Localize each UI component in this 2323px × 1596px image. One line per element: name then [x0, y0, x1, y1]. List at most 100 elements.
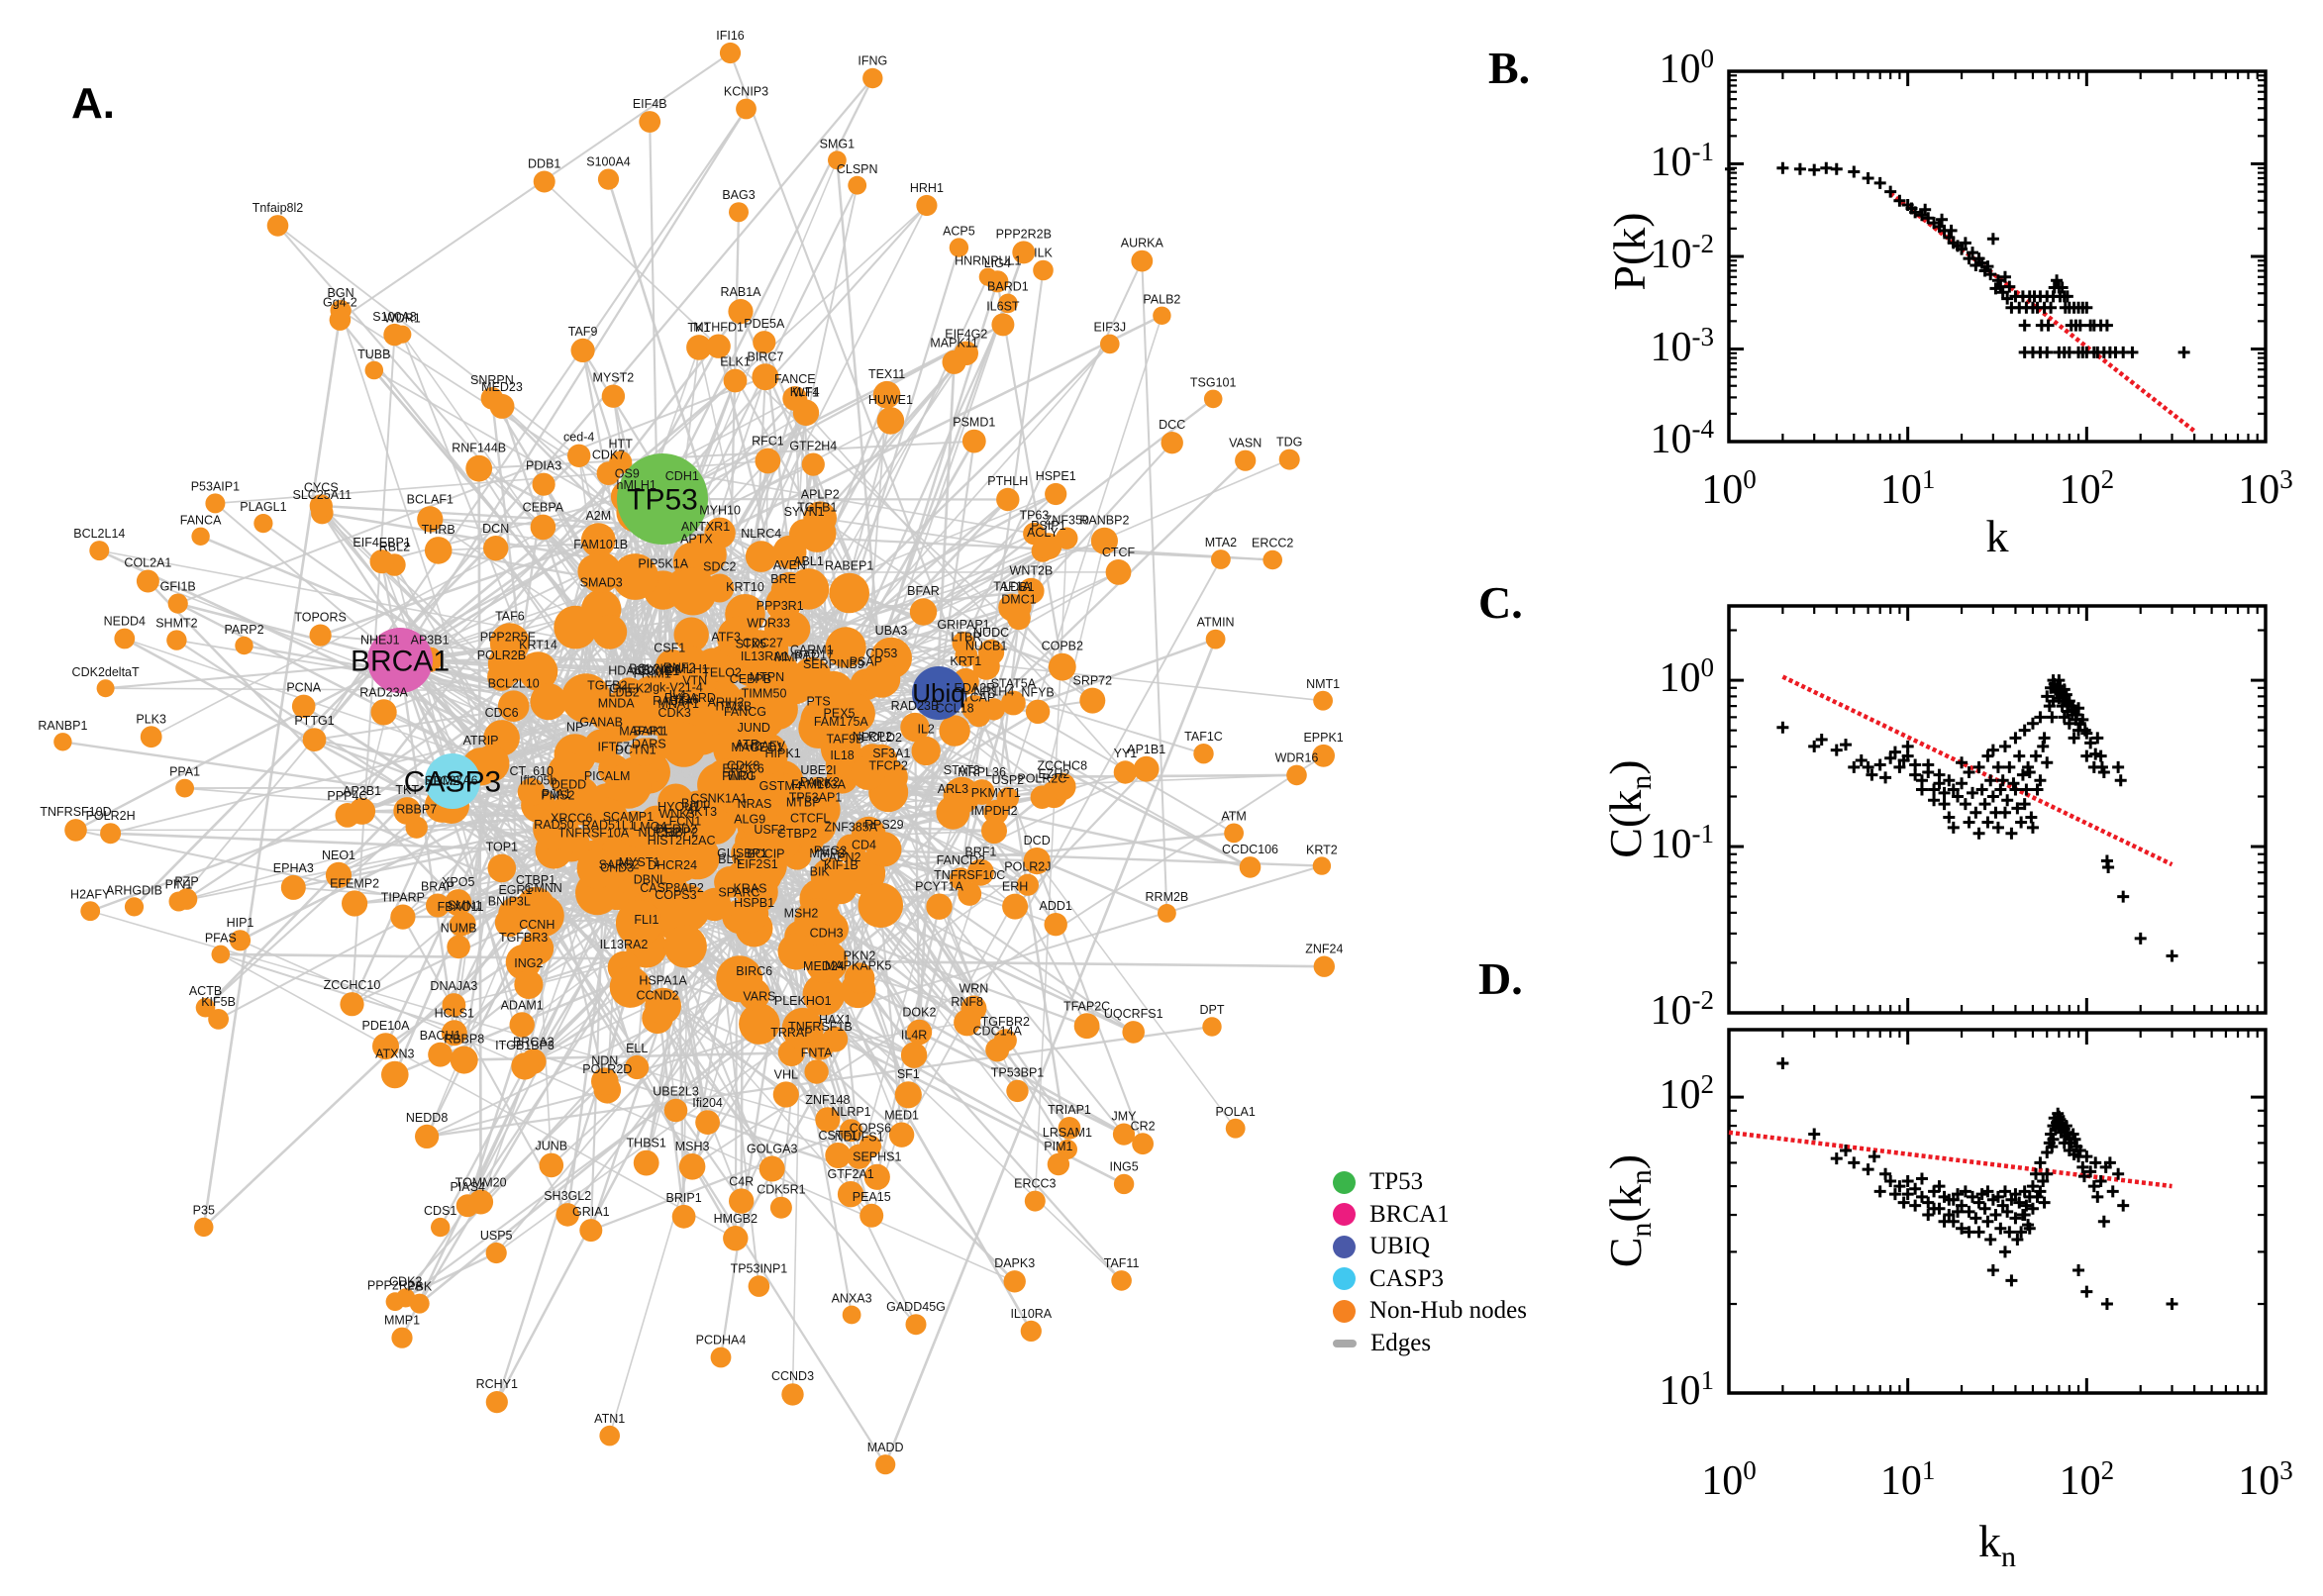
- network-node-label: AP1B1: [1127, 743, 1165, 756]
- scatter-point: [1793, 162, 1806, 175]
- network-node: [1057, 1139, 1077, 1159]
- network-node-label: NMT1: [1306, 677, 1340, 691]
- network-node-label: GFI1B: [160, 580, 196, 594]
- scatter-point: [1933, 777, 1946, 790]
- network-node-label: BIK: [810, 865, 831, 879]
- network-node-label: POLA1: [1216, 1105, 1256, 1119]
- network-node: [100, 823, 122, 845]
- network-node-label: BNIP3L: [488, 894, 531, 908]
- network-node-label: MMP17: [774, 650, 817, 664]
- legend-item: TP53: [1333, 1166, 1527, 1199]
- network-node-label: MYST1: [619, 855, 660, 869]
- scatter-point: [1986, 1263, 1999, 1276]
- network-node-label: EIF4G2: [945, 328, 987, 342]
- panel-b-label: B.: [1488, 43, 1531, 93]
- scatter-point: [2063, 717, 2075, 730]
- scatter-point: [1972, 1226, 1985, 1239]
- network-node-label: GRIA1: [572, 1205, 610, 1219]
- network-node-label: MED24: [803, 959, 845, 973]
- network-node-label: CD53: [865, 647, 897, 660]
- scatter-point: [2080, 749, 2093, 762]
- network-node: [1023, 848, 1051, 875]
- network-node-label: PDIA3: [526, 459, 561, 473]
- network-node-label: MRPL36: [958, 765, 1006, 779]
- scatter-point: [1909, 758, 1922, 771]
- network-node: [663, 925, 707, 968]
- network-node-label: ANXA3: [832, 1292, 872, 1306]
- network-node: [1006, 1079, 1029, 1103]
- network-node-label: LDB1: [1003, 580, 1034, 594]
- network-node: [1313, 955, 1336, 977]
- x-tick-label: 100: [1701, 1455, 1757, 1504]
- network-node-label: CDK8: [727, 759, 759, 773]
- network-node: [629, 738, 658, 766]
- network-node: [1002, 893, 1029, 920]
- plot-frame: [1727, 604, 2268, 1015]
- scatter-point: [1956, 756, 1969, 769]
- network-node: [612, 553, 658, 600]
- legend-label: Non-Hub nodes: [1369, 1297, 1528, 1325]
- network-node-label: CD4: [852, 838, 876, 851]
- network-node-label: AP2B1: [343, 784, 381, 798]
- network-node: [909, 598, 938, 626]
- network-node-labels: PRIM1 NHEJ1 CSTF1 KLF4 TFAP2C HIST2H2AC GTF2A1…: [38, 29, 1343, 1454]
- legend-item: CASP3: [1333, 1263, 1527, 1296]
- network-node-label: DOK2: [902, 1006, 936, 1020]
- network-node-label: GANAB: [579, 715, 623, 729]
- network-node-label: SH3GL2: [544, 1189, 591, 1203]
- network-node: [522, 894, 564, 938]
- plot-points: [1725, 161, 2190, 358]
- network-node: [554, 605, 598, 649]
- network-node: [211, 945, 231, 964]
- network-node-label: NLRP1: [831, 1105, 870, 1119]
- network-node-label: ITM2B: [715, 700, 752, 714]
- network-node-label: ATF3: [711, 631, 741, 645]
- network-node: [166, 630, 187, 650]
- network-node-label: APTX: [680, 532, 713, 546]
- scatter-point: [2023, 765, 2036, 778]
- edge-swatch: [1333, 1339, 1357, 1347]
- network-node-label: NLRC4: [741, 527, 781, 541]
- network-node-label: COL2A1: [124, 556, 171, 570]
- network-node-label: CCND3: [771, 1369, 814, 1383]
- legend-label: CASP3: [1369, 1264, 1445, 1292]
- scatter-point: [1996, 774, 2009, 787]
- scatter-point: [1956, 1199, 1969, 1212]
- scatter-point: [1776, 161, 1789, 174]
- network-node: [777, 933, 815, 970]
- network-node: [894, 1081, 922, 1109]
- network-node-label: MAP4K1: [619, 725, 667, 739]
- network-edge: [937, 441, 975, 694]
- network-node-label: MTA2: [1205, 536, 1237, 549]
- network-node-label: TP53BP1: [991, 1066, 1045, 1080]
- scatter-point: [1963, 765, 1975, 778]
- network-node: [136, 569, 159, 593]
- network-node-label: GUSBP1: [717, 847, 767, 860]
- x-tick-label: 102: [2059, 464, 2115, 513]
- network-node: [949, 238, 969, 257]
- scatter-point: [1967, 247, 1979, 259]
- scatter-point: [2068, 732, 2080, 745]
- legend-label: BRCA1: [1369, 1200, 1450, 1228]
- y-tick-label: 100: [1659, 44, 1715, 92]
- scatter-point: [1820, 161, 1833, 174]
- network-node-label: CCNE1: [638, 664, 679, 678]
- network-edge: [177, 602, 401, 662]
- network-node: [844, 962, 875, 994]
- network-node-label: IL10RA: [1010, 1307, 1052, 1321]
- scatter-point: [1994, 1222, 2007, 1235]
- network-node: [417, 506, 444, 533]
- network-node-label: ITGB1BP3: [495, 1039, 555, 1052]
- network-node: [1112, 1123, 1136, 1146]
- network-node-label: IL18: [830, 748, 854, 762]
- fit-line: [1888, 191, 2196, 434]
- network-node-label: SRP72: [1072, 674, 1112, 688]
- network-node: [769, 1196, 792, 1219]
- network-node-label: MAGED1: [731, 741, 783, 754]
- network-node: [794, 898, 842, 946]
- network-node-label: TIMM50: [742, 687, 787, 701]
- scatter-point: [2038, 1196, 2051, 1209]
- network-node-label: ALG9: [734, 813, 765, 827]
- network-node: [511, 1052, 539, 1080]
- network-edge: [836, 159, 883, 679]
